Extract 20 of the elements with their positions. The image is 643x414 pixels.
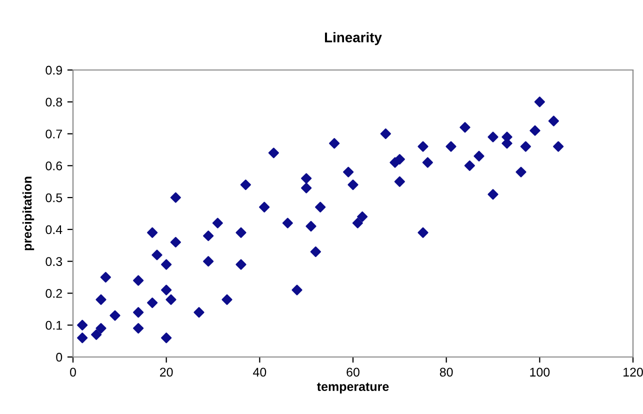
x-tick-label: 120 bbox=[624, 368, 643, 377]
x-tick-label: 0 bbox=[70, 368, 76, 377]
y-tick-label: 0.4 bbox=[46, 225, 62, 234]
x-tick-label: 40 bbox=[253, 368, 266, 377]
x-tick-label: 20 bbox=[160, 368, 173, 377]
y-tick-label: 0.6 bbox=[46, 161, 62, 170]
y-tick-label: 0.5 bbox=[46, 193, 62, 202]
y-tick-label: 0.7 bbox=[46, 130, 62, 138]
y-tick-label: 0.2 bbox=[46, 289, 62, 298]
y-axis-title: precipitation bbox=[22, 176, 34, 250]
x-tick-label: 80 bbox=[440, 368, 453, 377]
x-tick-label: 100 bbox=[530, 368, 550, 377]
y-tick-label: 0.3 bbox=[46, 257, 62, 266]
y-tick-label: 0.8 bbox=[46, 98, 62, 107]
chart-title: Linearity bbox=[324, 32, 382, 46]
y-tick-label: 0.9 bbox=[46, 66, 62, 75]
x-axis-title: temperature bbox=[317, 382, 389, 394]
y-tick-label: 0.1 bbox=[46, 320, 62, 330]
y-tick-label: 0 bbox=[56, 352, 62, 362]
x-tick-label: 60 bbox=[346, 368, 360, 377]
